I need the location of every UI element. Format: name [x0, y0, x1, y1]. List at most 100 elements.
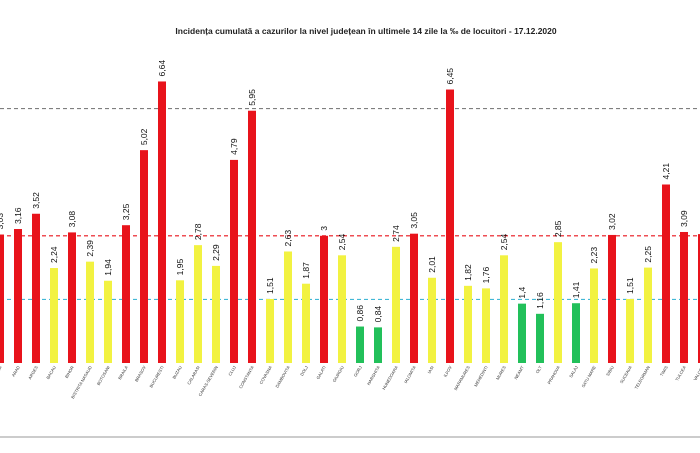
threshold-lines	[0, 108, 700, 300]
category-label: CLUJ	[227, 365, 237, 377]
category-label: ARGES	[27, 365, 39, 380]
bar-giurgiu	[338, 255, 346, 363]
value-label: 1,76	[481, 267, 491, 284]
category-label: TIMIS	[659, 365, 669, 377]
category-label: IASI	[427, 365, 435, 374]
category-label: SIBIU	[605, 365, 615, 377]
value-label: 5,95	[247, 89, 257, 106]
bars-group	[0, 81, 700, 364]
category-label: BUZAU	[171, 365, 182, 380]
bar-mures	[500, 255, 508, 363]
value-label: 1,51	[265, 277, 275, 294]
value-label: 0,84	[373, 306, 383, 323]
value-label: 3,08	[67, 211, 77, 228]
bar-iasi	[428, 277, 436, 363]
value-label: 3,16	[13, 207, 23, 224]
value-label: 3,05	[409, 212, 419, 229]
value-label: 6,45	[445, 68, 455, 85]
value-label: 4,21	[661, 163, 671, 180]
value-label: 3,02	[607, 213, 617, 230]
value-label: 3,03	[0, 213, 5, 230]
bar-ilfov	[446, 89, 454, 364]
value-label: 2,39	[85, 240, 95, 257]
value-label: 0,86	[355, 305, 365, 322]
bar-maramures	[464, 285, 472, 363]
bar-constanta	[248, 110, 256, 363]
value-label: 3,52	[31, 192, 41, 209]
value-label: 5,02	[139, 128, 149, 145]
value-label: 2,74	[391, 225, 401, 242]
value-labels-group: 3,03 3,16 3,52 2,24 3,08 2,39 1,94 3,25 5,02 6,64…	[0, 60, 689, 323]
bar-neamt	[518, 303, 526, 363]
bar-botosani	[104, 280, 112, 363]
value-label: 6,64	[157, 60, 167, 77]
value-label: 4,79	[229, 138, 239, 155]
bar-valcea	[698, 234, 700, 363]
chart-title: Incidența cumulată a cazurilor la nivel …	[175, 26, 556, 36]
value-label: 2,54	[499, 233, 509, 250]
bar-prahova	[554, 242, 562, 363]
category-label: BIHOR	[64, 365, 75, 379]
bar-olt	[536, 313, 544, 363]
bar-cluj	[230, 159, 238, 363]
bar-bacau	[50, 268, 58, 363]
value-label: 1,51	[625, 277, 635, 294]
bar-braila	[122, 225, 130, 363]
bar-alba	[0, 234, 4, 363]
category-label: DOLJ	[299, 365, 309, 377]
value-label: 1,95	[175, 259, 185, 276]
bar-ialomita	[410, 233, 418, 363]
value-label: 2,63	[283, 230, 293, 247]
value-label: 2,01	[427, 256, 437, 273]
value-label: 2,85	[553, 220, 563, 237]
bar-dambovita	[284, 251, 292, 363]
bar-tulcea	[680, 231, 688, 363]
category-label: VALCEA	[692, 365, 700, 382]
bar-timis	[662, 184, 670, 363]
bar-bucuresti	[158, 81, 166, 364]
category-label: ILFOV	[442, 365, 452, 378]
bar-bihor	[68, 232, 76, 363]
bar-suceava	[626, 298, 634, 363]
value-label: 3,09	[679, 210, 689, 227]
bar-gorj	[356, 326, 364, 363]
value-label: 1,4	[517, 287, 527, 299]
bar-caras-severin	[212, 265, 220, 363]
value-label: 1,87	[301, 262, 311, 279]
value-label: 1,41	[571, 281, 581, 298]
category-label: GORJ	[353, 365, 363, 378]
bar-mehedinti	[482, 288, 490, 363]
category-label: MURES	[495, 365, 507, 381]
category-label: OLT	[535, 365, 543, 375]
bar-dolj	[302, 283, 310, 363]
bar-hunedoara	[392, 246, 400, 363]
category-label: NEAMT	[513, 365, 525, 381]
value-label: 1,94	[103, 259, 113, 276]
value-label: 2,78	[193, 223, 203, 240]
category-label: GALATI	[315, 365, 327, 380]
value-label: 1,16	[535, 292, 545, 309]
value-label: 2,29	[211, 244, 221, 261]
bar-salaj	[572, 303, 580, 363]
value-label: 2,24	[49, 246, 59, 263]
category-label: BACAU	[45, 365, 57, 380]
value-label: 2,54	[337, 233, 347, 250]
bar-brasov	[140, 150, 148, 363]
bar-harghita	[374, 327, 382, 363]
value-label: 3	[319, 226, 329, 231]
bar-covasna	[266, 298, 274, 363]
value-label: 1,82	[463, 264, 473, 281]
bar-arad	[14, 229, 22, 363]
category-label: ARAD	[11, 365, 21, 378]
bar-satu-mare	[590, 268, 598, 363]
value-label: 2,25	[643, 246, 653, 263]
value-label: 3,25	[121, 203, 131, 220]
value-label: 2,23	[589, 247, 599, 264]
category-label: BRAILA	[117, 365, 129, 381]
bar-buzau	[176, 280, 184, 363]
bar-galati	[320, 235, 328, 363]
bar-arges	[32, 213, 40, 363]
